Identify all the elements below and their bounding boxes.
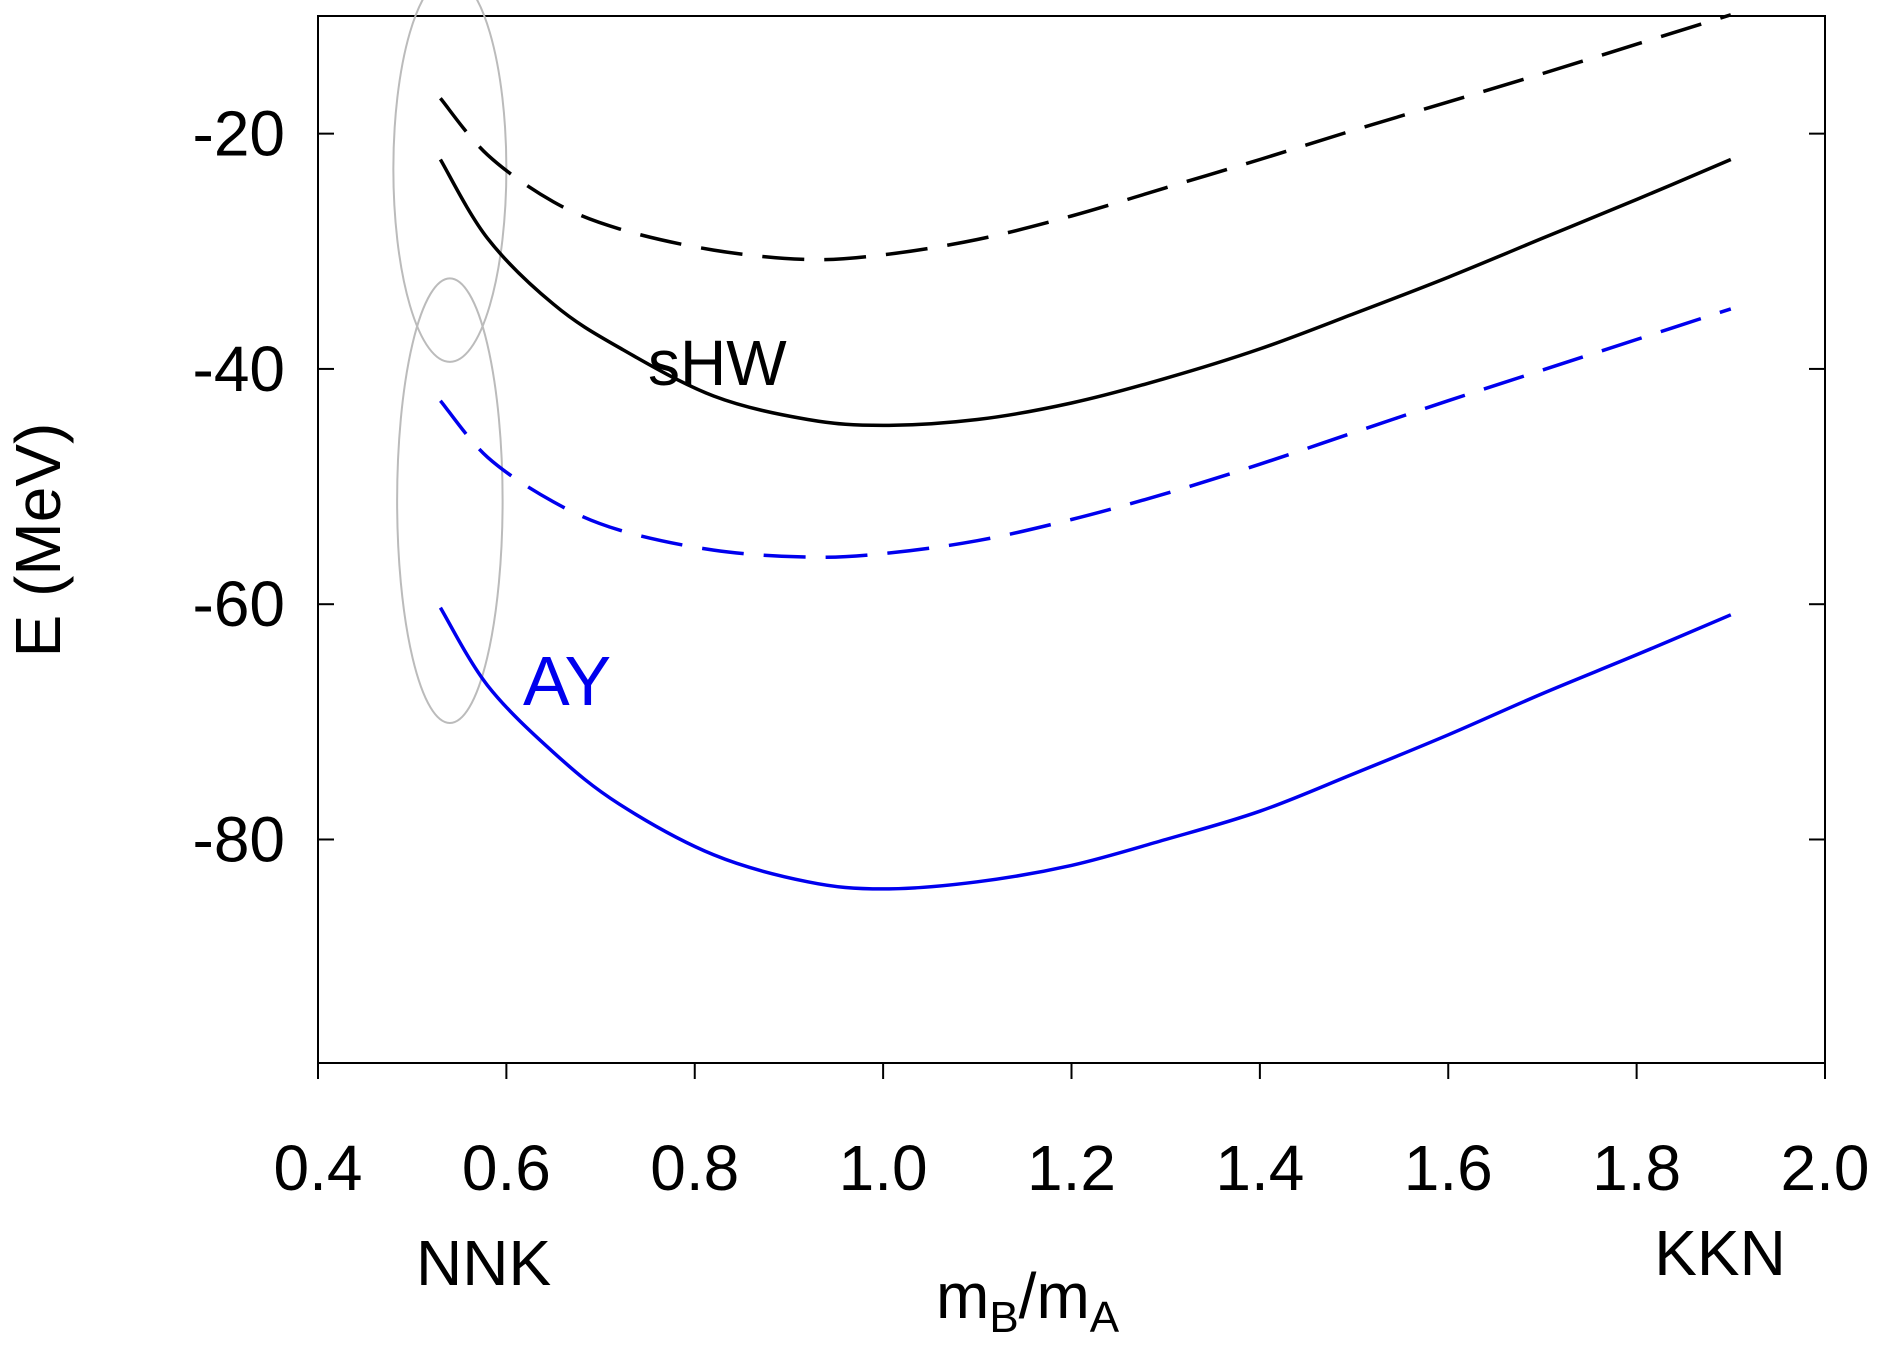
series-line-3 [439,307,1732,559]
x-tick-label: 0.4 [274,1132,363,1204]
x-axis-title-sub-a: A [1090,1293,1120,1342]
series-layer [438,13,1732,891]
x-tick-label: 0.8 [650,1132,739,1204]
x-tick-label: 1.2 [1027,1132,1116,1204]
end-label-right: KKN [1654,1217,1786,1289]
y-tick-label: -80 [193,803,286,875]
series-line-4 [438,606,1732,891]
highlight-ellipse [396,277,504,725]
annotation-shw: sHW [648,327,787,399]
series-line-2 [438,157,1732,428]
x-tick-label: 0.6 [462,1132,551,1204]
y-axis-title: E (MeV) [2,423,74,658]
x-tick-label: 1.0 [839,1132,928,1204]
x-tick-label: 1.4 [1215,1132,1304,1204]
annotation-ay: AY [523,642,611,720]
y-tick-label: -40 [193,333,286,405]
x-axis-ticks: 0.4 0.6 0.8 1.0 1.2 1.4 1.6 1.8 2.0 [274,1063,1870,1204]
highlight-ellipse [392,0,508,363]
end-label-left: NNK [416,1227,551,1299]
y-axis-ticks: -20 -40 -60 -80 [193,98,1825,875]
x-tick-label: 1.6 [1404,1132,1493,1204]
y-tick-label: -60 [193,568,286,640]
x-tick-label: 2.0 [1781,1132,1870,1204]
x-axis-title-m: m [936,1260,989,1332]
y-tick-label: -20 [193,98,286,170]
x-tick-label: 1.8 [1592,1132,1681,1204]
series-line-1 [439,13,1732,262]
x-axis-title-slash: /m [1019,1260,1090,1332]
plot-frame [317,15,1826,1064]
x-axis-title: mB/mA [936,1260,1120,1342]
x-axis-title-sub-b: B [989,1293,1018,1342]
